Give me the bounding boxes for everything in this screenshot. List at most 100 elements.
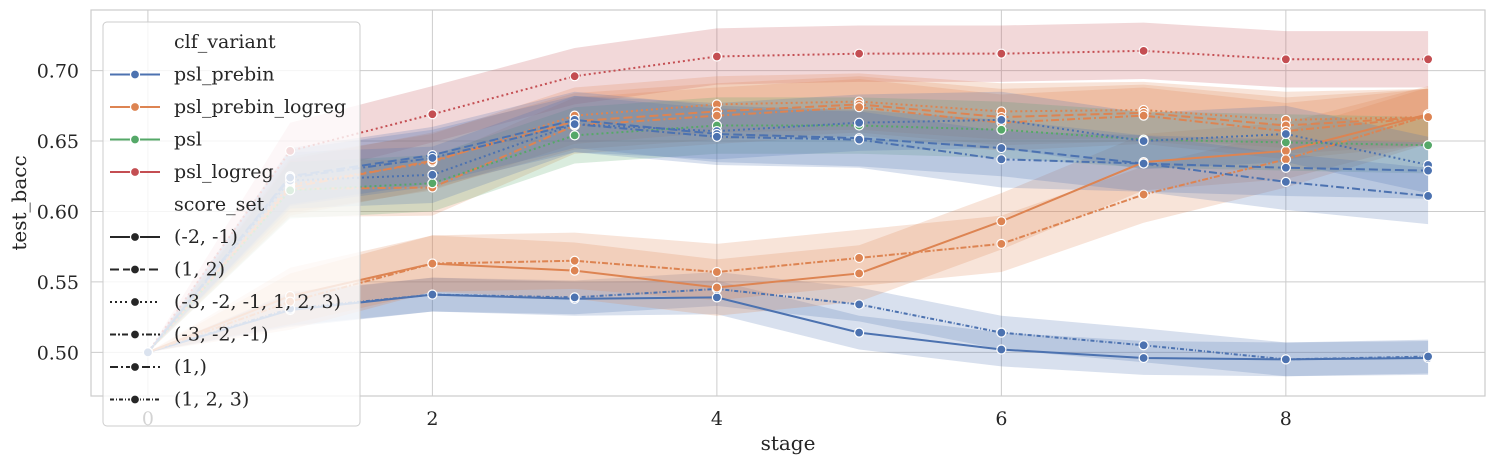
data-point	[1280, 145, 1291, 156]
data-point	[996, 238, 1007, 249]
data-point	[711, 131, 722, 142]
data-point	[996, 48, 1007, 59]
legend-marker	[129, 166, 141, 178]
y-tick-label: 0.65	[37, 131, 79, 153]
confidence-band	[147, 91, 1429, 353]
data-point	[1138, 135, 1149, 147]
legend-marker	[129, 394, 141, 405]
legend: clf_variant psl_prebin psl_prebin_logregps…	[102, 21, 361, 427]
confidence-band	[147, 91, 1429, 353]
data-point	[1138, 189, 1149, 200]
data-point	[1423, 54, 1434, 65]
y-tick-label: 0.50	[37, 342, 79, 364]
data-point	[427, 169, 438, 180]
legend-label: (1, 2, 3)	[174, 389, 249, 411]
y-tick-label: 0.60	[37, 201, 79, 223]
data-point	[569, 255, 580, 266]
data-point	[854, 299, 865, 310]
data-point	[1138, 340, 1149, 351]
legend-marker	[129, 69, 141, 80]
legend-label: psl_prebin	[174, 64, 274, 86]
confidence-band	[147, 87, 1429, 353]
confidence-band	[147, 73, 1429, 353]
confidence-band	[147, 277, 1429, 377]
legend-label: (-3, -2, -1, 1, 2, 3)	[174, 291, 341, 313]
series-line	[147, 114, 1429, 354]
legend-label: (1,)	[174, 356, 207, 378]
series-line	[147, 113, 1429, 354]
series-line	[147, 293, 1429, 361]
y-tick-label: 0.55	[37, 272, 79, 294]
data-point	[1280, 137, 1291, 148]
y-tick-label: 0.70	[37, 61, 79, 83]
data-point	[427, 178, 438, 189]
series-line	[147, 103, 1429, 353]
legend-label: psl	[174, 129, 202, 151]
confidence-band	[147, 272, 1429, 377]
x-tick-label: 4	[711, 408, 723, 430]
data-point	[711, 51, 722, 62]
series-line	[147, 49, 1429, 353]
data-point	[1423, 351, 1434, 362]
x-axis-label: stage	[761, 431, 816, 455]
x-tick-label: 6	[995, 408, 1007, 430]
data-point	[1280, 54, 1291, 65]
data-point	[854, 48, 865, 59]
data-point	[1423, 111, 1434, 123]
data-point	[1423, 190, 1434, 202]
series-line	[147, 106, 1429, 353]
legend-label: (-3, -2, -1)	[174, 324, 269, 346]
series-line	[147, 124, 1429, 353]
data-point	[1280, 176, 1291, 187]
data-point	[996, 327, 1007, 338]
data-point	[427, 152, 438, 164]
data-point	[569, 292, 580, 303]
confidence-band	[147, 79, 1429, 353]
data-point	[854, 327, 865, 338]
data-point	[1280, 162, 1291, 173]
legend-label: (1, 2)	[174, 259, 225, 281]
data-point	[569, 130, 580, 141]
data-point	[1423, 140, 1434, 151]
data-point	[1280, 154, 1291, 165]
confidence-band	[147, 76, 1429, 353]
legend-label: psl_prebin_logreg	[174, 96, 346, 118]
data-point	[996, 344, 1007, 355]
data-point	[1138, 352, 1149, 364]
data-point	[711, 292, 722, 303]
data-point	[569, 265, 580, 276]
data-point	[854, 252, 865, 264]
plot-frame	[90, 9, 1486, 397]
y-tick-labels: 0.50 0.55 0.60 0.65 0.70	[37, 61, 79, 365]
data-point	[996, 142, 1007, 154]
data-point	[996, 114, 1007, 125]
data-point	[1138, 45, 1149, 56]
data-point	[711, 282, 722, 293]
data-point	[854, 102, 865, 113]
legend-marker	[129, 296, 141, 308]
data-point	[854, 268, 865, 279]
data-point	[1280, 354, 1291, 365]
legend-label: (-2, -1)	[174, 226, 238, 248]
data-point	[996, 124, 1007, 135]
legend-marker	[129, 361, 141, 373]
legend-hue-title: clf_variant	[174, 31, 276, 53]
data-point	[427, 258, 438, 269]
confidence-band	[147, 86, 1429, 353]
data-point	[854, 134, 865, 145]
data-point	[711, 266, 722, 278]
data-point	[996, 216, 1007, 227]
legend-marker	[129, 231, 141, 243]
data-point	[1138, 158, 1149, 169]
data-point	[427, 109, 438, 120]
series-line	[147, 118, 1429, 353]
data-point	[569, 71, 580, 82]
legend-marker	[129, 101, 141, 113]
series-line	[147, 287, 1429, 361]
legend-marker	[129, 329, 141, 340]
x-tick-label: 2	[426, 408, 438, 430]
confidence-band	[147, 97, 1429, 353]
data-point	[711, 110, 722, 121]
legend-label: psl_logreg	[174, 161, 274, 183]
